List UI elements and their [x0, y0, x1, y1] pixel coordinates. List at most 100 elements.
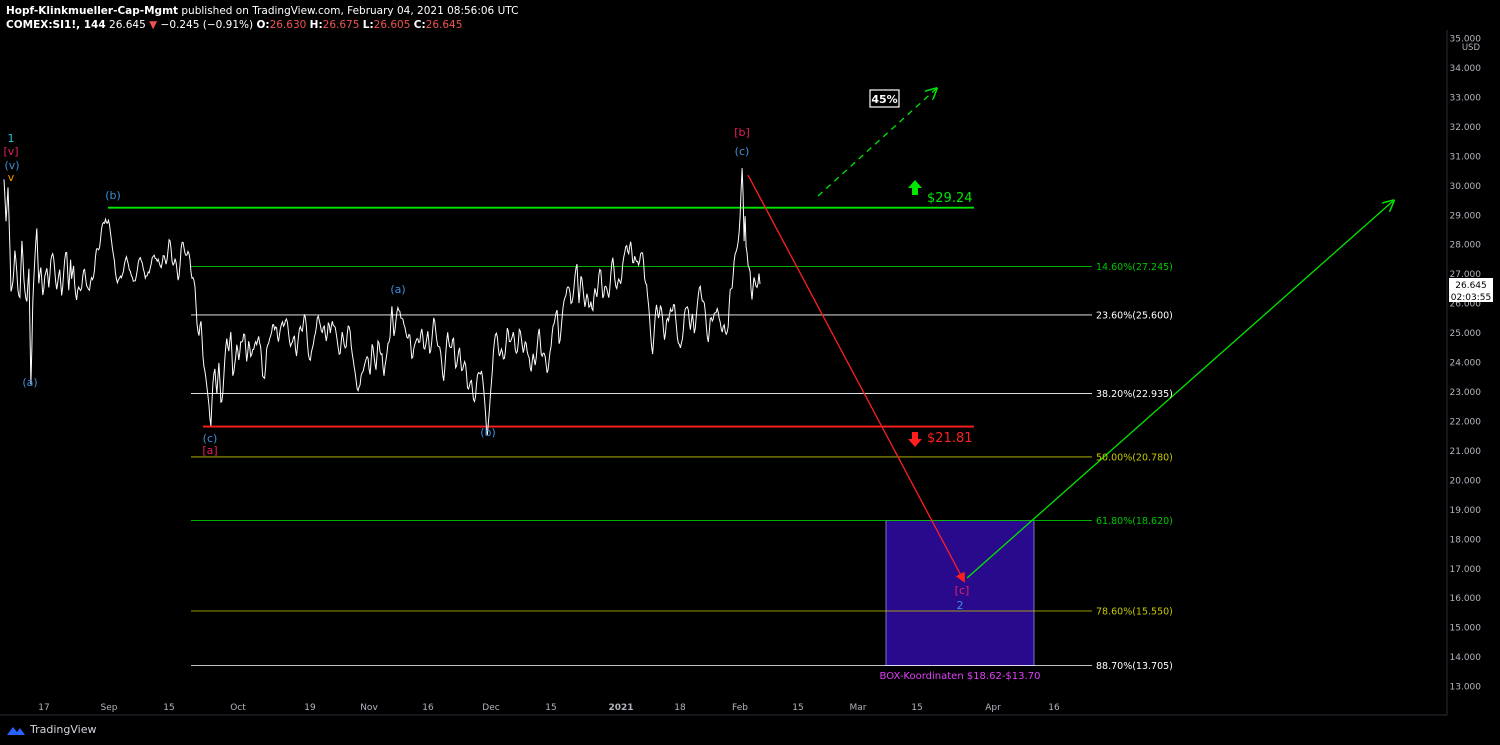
last-price: 26.645: [109, 19, 146, 31]
up-projection-arrow: [966, 201, 1393, 579]
fib-level-label: 14.60%(27.245): [1096, 262, 1173, 273]
target-box: [885, 520, 1035, 666]
fib-level-label: 38.20%(22.935): [1096, 389, 1173, 400]
wave-label: (c): [203, 432, 218, 445]
dashed-target-arrow: [817, 89, 936, 197]
red-down-arrow-icon: [908, 432, 922, 447]
wave-label: 2: [957, 599, 964, 612]
countdown-label: 02:03:55: [1451, 293, 1491, 303]
current-price-label: 26.645: [1455, 281, 1487, 291]
author-name[interactable]: Hopf-Klinkmueller-Cap-Mgmt: [6, 5, 179, 17]
wave-label: v: [8, 171, 15, 184]
target-pct-box: [869, 89, 900, 108]
x-tick-label: 17: [38, 703, 49, 713]
price-series: [3, 168, 761, 435]
y-tick-label: 14.000: [1450, 653, 1482, 663]
price-change: −0.245 (−0.91%): [160, 19, 254, 31]
wave-label: [v]: [3, 145, 18, 158]
wave-label: 1: [8, 132, 15, 145]
y-tick-label: 18.000: [1450, 535, 1482, 545]
x-tick-label: 18: [674, 703, 686, 713]
down-projection-arrow: [747, 174, 965, 583]
y-tick-label: 24.000: [1450, 359, 1482, 369]
high-value: 26.675: [322, 19, 360, 31]
x-tick-label: 15: [792, 703, 803, 713]
current-price-tag: [1449, 278, 1493, 290]
close-label: C:: [413, 19, 426, 31]
y-tick-label: 25.000: [1450, 329, 1482, 339]
close-value: 26.645: [425, 19, 463, 31]
y-tick-label: 32.000: [1450, 123, 1482, 133]
y-tick-label: 15.000: [1450, 624, 1482, 634]
wave-label: [a]: [202, 444, 217, 457]
x-tick-label: 16: [422, 703, 434, 713]
x-tick-label: 2021: [608, 703, 633, 713]
fib-level-label: 88.70%(13.705): [1096, 661, 1173, 672]
publish-line: Hopf-Klinkmueller-Cap-Mgmt published on …: [6, 4, 518, 18]
wave-label: (a): [390, 283, 405, 296]
wave-label: (b): [105, 189, 121, 202]
high-label: H:: [309, 19, 323, 31]
fib-level-label: 23.60%(25.600): [1096, 310, 1173, 321]
x-tick-label: 19: [304, 703, 316, 713]
price-series-layer: [3, 168, 761, 435]
y-tick-label: 21.000: [1450, 447, 1482, 457]
down-arrow-icon: ▼: [149, 19, 158, 31]
ohlc-line: COMEX:SI1!, 144 26.645 ▼ −0.245 (−0.91%)…: [6, 18, 518, 32]
tradingview-logo-icon: [7, 726, 25, 735]
fib-level-label: 50.00%(20.780): [1096, 452, 1173, 463]
open-label: O:: [256, 19, 270, 31]
currency-label: USD: [1462, 43, 1481, 53]
wave-label: (b): [480, 426, 496, 439]
y-tick-label: 31.000: [1450, 152, 1482, 162]
chart-header: Hopf-Klinkmueller-Cap-Mgmt published on …: [6, 4, 518, 32]
y-tick-label: 35.000: [1450, 35, 1482, 45]
open-value: 26.630: [269, 19, 307, 31]
support-label: $21.81: [927, 431, 973, 446]
wave-label: (v): [4, 159, 19, 172]
y-tick-label: 30.000: [1450, 182, 1482, 192]
brand-name: TradingView: [30, 723, 97, 736]
y-tick-label: 22.000: [1450, 417, 1482, 427]
symbol-label[interactable]: COMEX:SI1!, 144: [6, 19, 106, 31]
countdown-tag: [1449, 290, 1493, 302]
green-up-arrow-icon: [908, 180, 922, 195]
resistance-label: $29.24: [927, 191, 973, 206]
target-pct-label: 45%: [871, 93, 897, 106]
y-tick-label: 29.000: [1450, 211, 1482, 221]
y-tick-label: 20.000: [1450, 476, 1482, 486]
y-tick-label: 16.000: [1450, 594, 1482, 604]
x-tick-label: Apr: [985, 703, 1001, 713]
y-tick-label: 26.000: [1450, 300, 1482, 310]
wave-label: [b]: [734, 126, 750, 139]
y-tick-label: 34.000: [1450, 64, 1482, 74]
x-tick-label: 15: [911, 703, 922, 713]
y-tick-label: 28.000: [1450, 241, 1482, 251]
x-tick-label: Feb: [732, 703, 748, 713]
x-tick-label: Mar: [850, 703, 867, 713]
labels-layer: 14.60%(27.245) 23.60%(25.600) 38.20%(22.93…: [3, 93, 1172, 682]
x-tick-label: 15: [163, 703, 174, 713]
y-tick-label: 27.000: [1450, 270, 1482, 280]
y-tick-label: 13.000: [1450, 683, 1482, 693]
fib-level-label: 61.80%(18.620): [1096, 516, 1173, 527]
y-tick-label: 23.000: [1450, 388, 1482, 398]
x-tick-label: Sep: [101, 703, 118, 713]
levels-layer: [108, 206, 1092, 666]
x-tick-label: 16: [1048, 703, 1060, 713]
x-tick-label: Nov: [360, 703, 378, 713]
x-tick-label: 15: [545, 703, 556, 713]
axes-layer: 13.000 14.000 15.000 16.000 17.000 18.000 19.0…: [0, 30, 1493, 716]
low-label: L:: [362, 19, 374, 31]
x-tick-label: Oct: [230, 703, 246, 713]
low-value: 26.605: [373, 19, 411, 31]
publish-info: published on TradingView.com, February 0…: [178, 5, 519, 17]
wave-label: (c): [735, 145, 750, 158]
wave-label: (a): [22, 376, 37, 389]
box-coordinates-label: BOX-Koordinaten $18.62-$13.70: [880, 671, 1041, 682]
drawings-layer: [747, 89, 1393, 583]
footer-brand[interactable]: TradingView: [6, 723, 96, 736]
x-tick-label: Dec: [482, 703, 499, 713]
y-tick-label: 19.000: [1450, 506, 1482, 516]
